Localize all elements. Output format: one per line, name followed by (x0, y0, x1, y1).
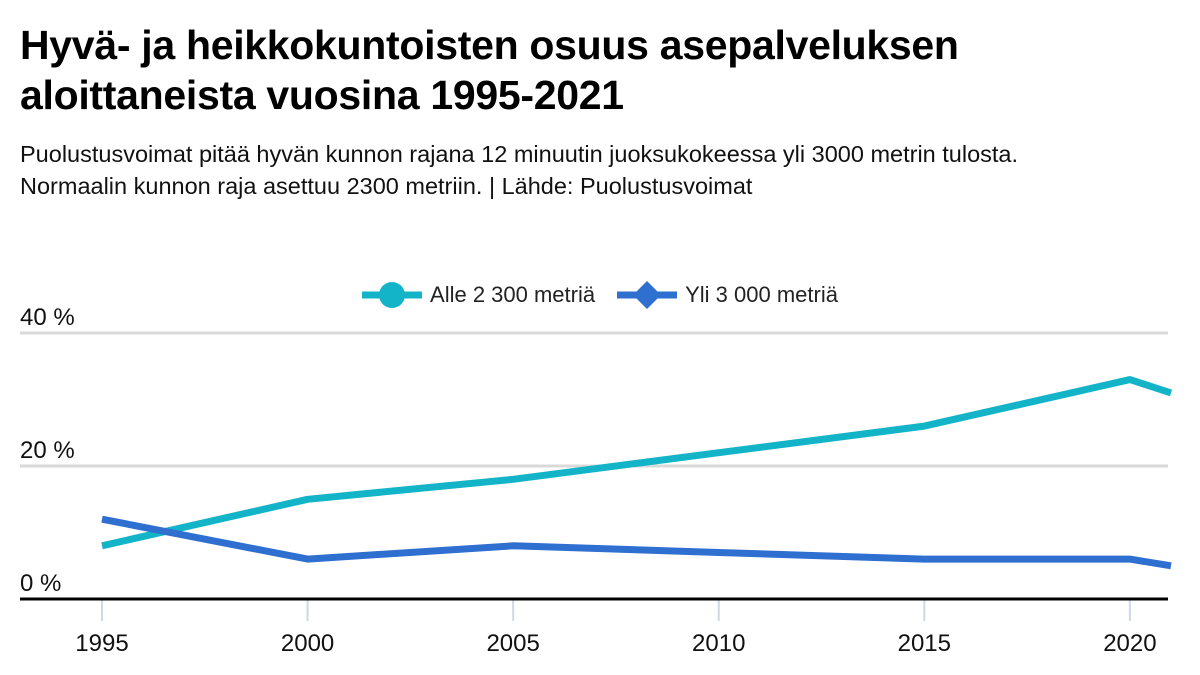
legend-swatch-marker (633, 281, 662, 309)
legend-label-series-2: Yli 3 000 metriä (685, 282, 838, 307)
chart-subtitle: Puolustusvoimat pitää hyvän kunnon rajan… (20, 141, 1019, 199)
chart-legend: Alle 2 300 metriä Yli 3 000 metriä (0, 278, 1200, 312)
gridlines (20, 331, 1168, 468)
x-axis-ticks (101, 599, 1131, 621)
legend-label-series-1: Alle 2 300 metriä (430, 282, 596, 307)
legend-swatch-circle-icon (362, 282, 423, 308)
legend-swatch-marker (379, 282, 406, 308)
legend-swatch-diamond-icon (617, 281, 678, 309)
chart-title: Hyvä- ja heikkokuntoisten osuus asepalve… (20, 22, 959, 118)
x-tick-label: 2020 (1103, 630, 1156, 657)
tick-labels: 0 % 20 % 40 % 1995 2000 2005 2010 2015 2020 (20, 304, 1157, 657)
x-tick-label: 2000 (281, 630, 334, 657)
legend-item-series-1: Alle 2 300 metriä (362, 278, 595, 312)
series-line-1 (101, 376, 1173, 550)
y-tick-label: 0 % (20, 570, 61, 597)
series-lines (101, 376, 1173, 570)
legend-item-series-2: Yli 3 000 metriä (617, 278, 838, 312)
x-tick-label: 2010 (692, 630, 745, 657)
series-line-2 (101, 515, 1172, 570)
y-tick-label: 20 % (20, 437, 75, 464)
x-tick-label: 1995 (75, 630, 128, 657)
x-tick-label: 2015 (898, 630, 951, 657)
y-tick-label: 40 % (20, 304, 75, 331)
x-tick-label: 2005 (486, 630, 539, 657)
